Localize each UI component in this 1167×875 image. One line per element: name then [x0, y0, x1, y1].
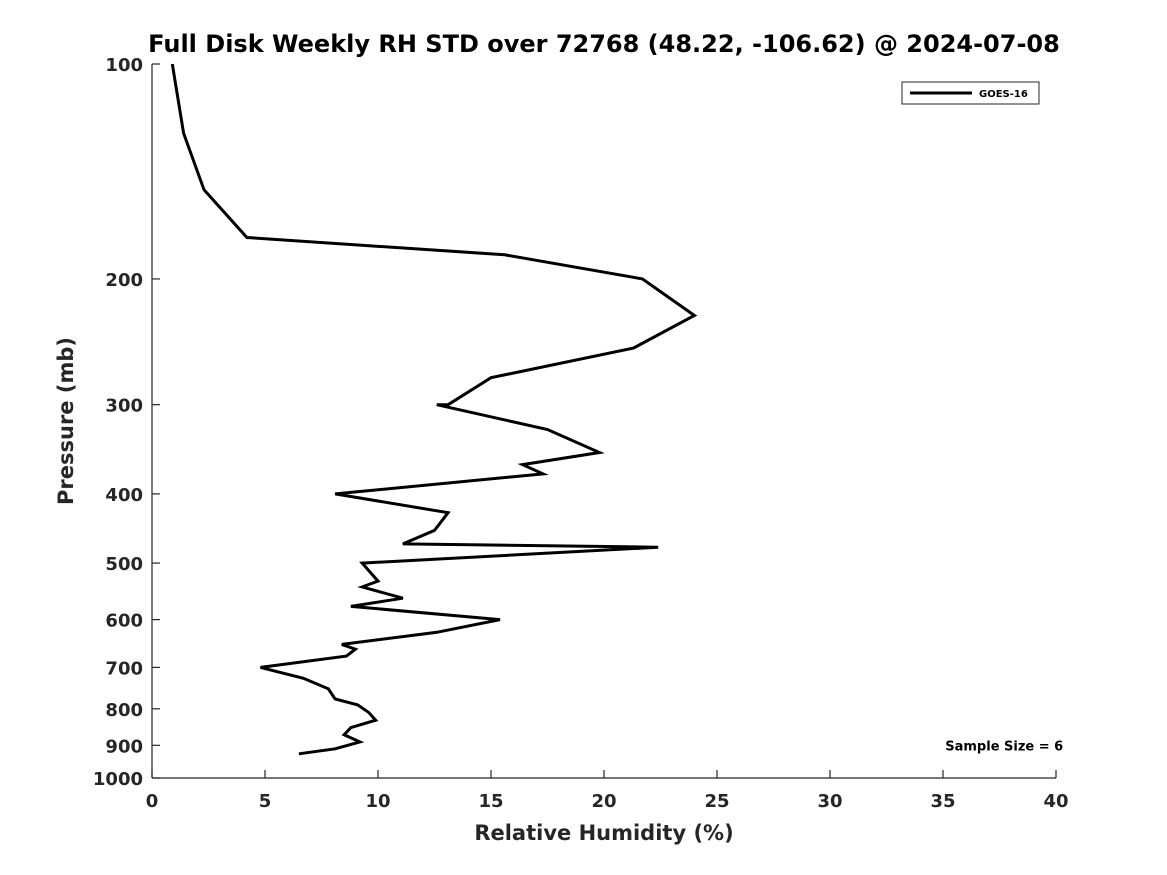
y-tick-label: 700 [105, 658, 143, 679]
chart-title: Full Disk Weekly RH STD over 72768 (48.2… [148, 30, 1060, 58]
x-tick-label: 30 [817, 791, 842, 812]
y-tick-label: 900 [105, 736, 143, 757]
x-tick-label: 40 [1043, 791, 1068, 812]
y-ticks: 100 200 300 400 500 600 700 800 900 1000 [93, 55, 160, 790]
axes [151, 64, 1056, 779]
x-tick-label: 20 [591, 791, 616, 812]
legend-label-goes-16: GOES-16 [979, 89, 1028, 100]
series-group [170, 63, 698, 756]
y-tick-label: 400 [105, 485, 143, 506]
x-tick-label: 35 [930, 791, 955, 812]
x-tick-label: 15 [478, 791, 503, 812]
y-tick-label: 800 [105, 700, 143, 721]
y-tick-label: 300 [105, 396, 143, 417]
sample-size-annotation: Sample Size = 6 [945, 739, 1063, 754]
x-axis-label: Relative Humidity (%) [474, 821, 733, 845]
y-tick-label: 600 [105, 611, 143, 632]
x-tick-label: 10 [365, 791, 390, 812]
y-tick-label: 500 [105, 554, 143, 575]
legend: GOES-16 [901, 81, 1040, 105]
y-tick-label: 100 [105, 55, 143, 76]
x-tick-label: 0 [146, 791, 159, 812]
y-tick-label: 1000 [93, 769, 143, 790]
x-tick-label: 25 [704, 791, 729, 812]
x-ticks: 0 5 10 15 20 25 30 35 40 [146, 770, 1069, 812]
x-tick-label: 5 [259, 791, 272, 812]
y-axis-label: Pressure (mb) [54, 337, 78, 505]
series-line-goes-16 [170, 63, 698, 756]
y-tick-label: 200 [105, 270, 143, 291]
